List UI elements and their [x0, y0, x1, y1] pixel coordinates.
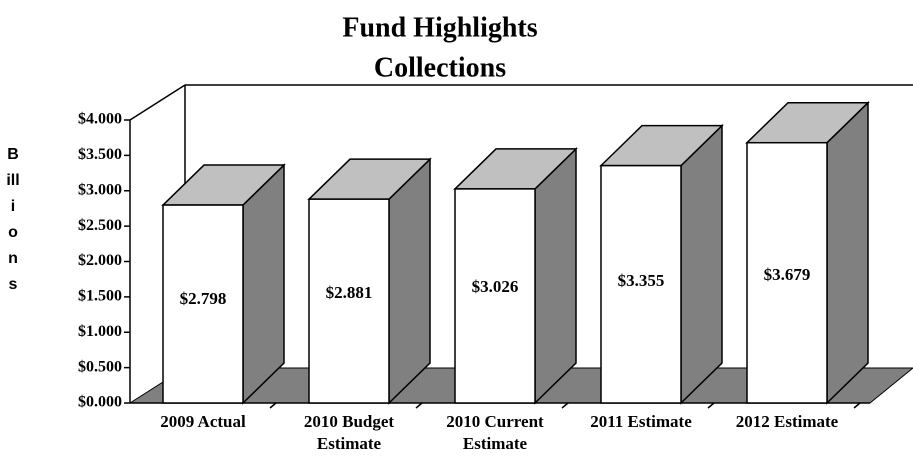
value-label: $3.355 — [618, 271, 665, 290]
chart-subtitle: Collections — [374, 52, 506, 83]
x-tick-label: 2012 Estimate — [735, 412, 839, 431]
bar-side — [242, 163, 285, 405]
bar-side — [680, 123, 723, 405]
bar — [162, 204, 244, 404]
x-tick — [853, 402, 861, 409]
x-tick-label: 2010 Budget Estimate — [303, 412, 395, 453]
x-tick-label: 2009 Actual — [160, 412, 246, 431]
value-label: $3.026 — [472, 277, 519, 296]
bar-side — [388, 157, 431, 405]
bar-side — [534, 147, 577, 405]
value-label: $2.881 — [326, 283, 373, 302]
y-tick-label: $3.000 — [78, 181, 122, 198]
x-tick — [269, 402, 277, 409]
x-tick — [561, 402, 569, 409]
y-tick-label: $2.500 — [78, 217, 122, 234]
bar — [600, 164, 682, 404]
x-tick-label: 2010 Current Estimate — [446, 412, 544, 453]
y-tick-label: $3.500 — [78, 146, 122, 163]
x-tick — [415, 402, 423, 409]
value-label: $3.679 — [764, 265, 811, 284]
y-tick-label: $0.000 — [78, 394, 122, 411]
y-axis-label: Billions — [6, 146, 20, 293]
x-tick-label: 2011 Estimate — [590, 412, 692, 431]
y-tick-label: $1.000 — [78, 323, 122, 340]
chart-title: Fund Highlights — [342, 12, 537, 43]
bar — [746, 141, 828, 404]
value-label: $2.798 — [180, 289, 227, 308]
bar — [454, 188, 536, 404]
bar-side — [826, 100, 869, 405]
y-tick-label: $2.000 — [78, 252, 122, 269]
y-tick-label: $4.000 — [78, 111, 122, 128]
side-wall-top — [129, 84, 186, 121]
y-tick-label: $0.500 — [78, 358, 122, 375]
y-tick-label: $1.500 — [78, 288, 122, 305]
x-tick — [707, 402, 715, 409]
bar — [308, 198, 390, 404]
